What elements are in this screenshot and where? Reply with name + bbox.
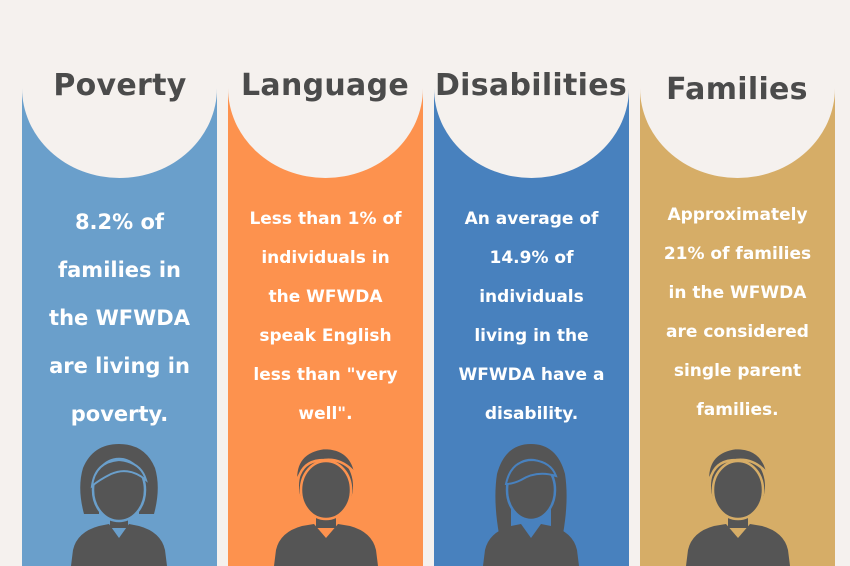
text-line: 21% of families	[663, 244, 812, 264]
text-line: families.	[696, 400, 779, 420]
text-line: Approximately	[667, 205, 808, 225]
disabilities-text: An average of 14.9% of individuals livin…	[434, 200, 629, 434]
man-icon	[686, 446, 790, 566]
text-line: well".	[298, 404, 353, 424]
text-line: living in the	[474, 326, 589, 346]
text-line: the WFWDA	[268, 287, 383, 307]
text-line: individuals in	[261, 248, 390, 268]
text-line: 8.2% of	[74, 210, 165, 234]
text-line: speak English	[259, 326, 392, 346]
disabilities-column: An average of 14.9% of individuals livin…	[434, 88, 629, 566]
poverty-column: 8.2% of families in the WFWDA are living…	[22, 88, 217, 566]
language-heading: Language	[240, 68, 409, 103]
poverty-text: 8.2% of families in the WFWDA are living…	[22, 198, 217, 438]
language-column: Less than 1% of individuals in the WFWDA…	[228, 88, 423, 566]
man-icon	[274, 446, 378, 566]
text-line: disability.	[484, 404, 579, 424]
notch-shape	[434, 88, 629, 178]
notch-shape	[22, 88, 217, 178]
text-line: families in	[58, 258, 181, 282]
text-line: WFWDA have a	[458, 365, 605, 385]
families-column: Approximately 21% of families in the WFW…	[640, 88, 835, 566]
text-line: single parent	[673, 361, 802, 381]
text-line: in the WFWDA	[668, 283, 807, 303]
text-line: 14.9% of	[489, 248, 574, 268]
text-line: Less than 1% of	[249, 209, 402, 229]
text-line: the WFWDA	[49, 306, 190, 330]
poverty-heading: Poverty	[53, 68, 187, 103]
text-line: individuals	[479, 287, 584, 307]
notch-shape	[228, 88, 423, 178]
text-line: An average of	[464, 209, 599, 229]
notch-shape	[640, 88, 835, 178]
woman-long-hair-icon	[483, 444, 579, 566]
woman-short-hair-icon	[71, 444, 167, 566]
text-line: are considered	[666, 322, 809, 342]
language-text: Less than 1% of individuals in the WFWDA…	[228, 200, 423, 434]
text-line: poverty.	[70, 402, 169, 426]
disabilities-heading: Disabilities	[434, 68, 628, 103]
text-line: are living in	[49, 354, 190, 378]
text-line: less than "very	[253, 365, 398, 385]
families-text: Approximately 21% of families in the WFW…	[640, 196, 835, 430]
families-heading: Families	[666, 72, 808, 107]
